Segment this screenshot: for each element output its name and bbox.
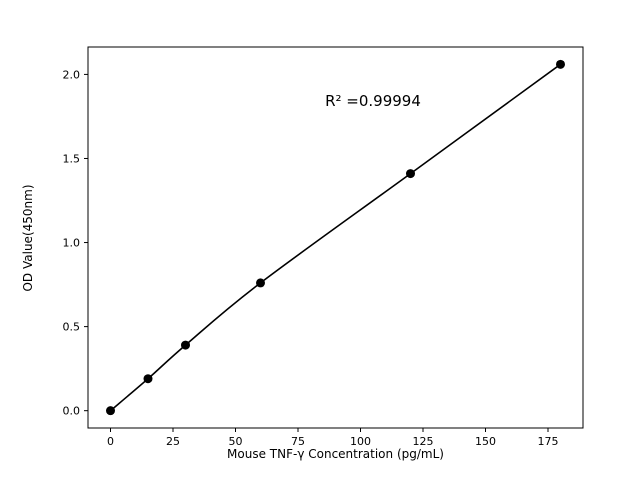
plot-frame	[87, 46, 584, 429]
y-axis-label: OD Value(450nm)	[21, 184, 35, 292]
fit-line	[109, 63, 561, 412]
y-tick-label: 1.0	[63, 237, 81, 250]
x-tick-label: 175	[538, 435, 559, 448]
y-tick-label: 1.5	[63, 152, 81, 165]
data-point	[143, 374, 153, 384]
r-squared-annotation: R² =0.99994	[325, 92, 421, 110]
data-point	[106, 406, 115, 416]
data-point	[256, 278, 265, 288]
x-tick-label: 0	[107, 435, 114, 448]
x-axis-label: Mouse TNF-γ Concentration (pg/mL)	[227, 447, 444, 461]
x-tick-label: 100	[350, 435, 371, 448]
data-point	[556, 59, 565, 69]
x-tick-label: 75	[291, 435, 305, 448]
data-point	[406, 169, 415, 179]
y-tick-label: 2.0	[63, 68, 81, 81]
x-tick-label: 150	[475, 435, 496, 448]
x-tick-label: 25	[166, 435, 180, 448]
x-tick-label: 125	[413, 435, 434, 448]
y-tick-label: 0.0	[63, 405, 81, 418]
data-point	[181, 340, 190, 350]
x-tick-label: 50	[229, 435, 243, 448]
y-tick-label: 0.5	[63, 321, 81, 334]
